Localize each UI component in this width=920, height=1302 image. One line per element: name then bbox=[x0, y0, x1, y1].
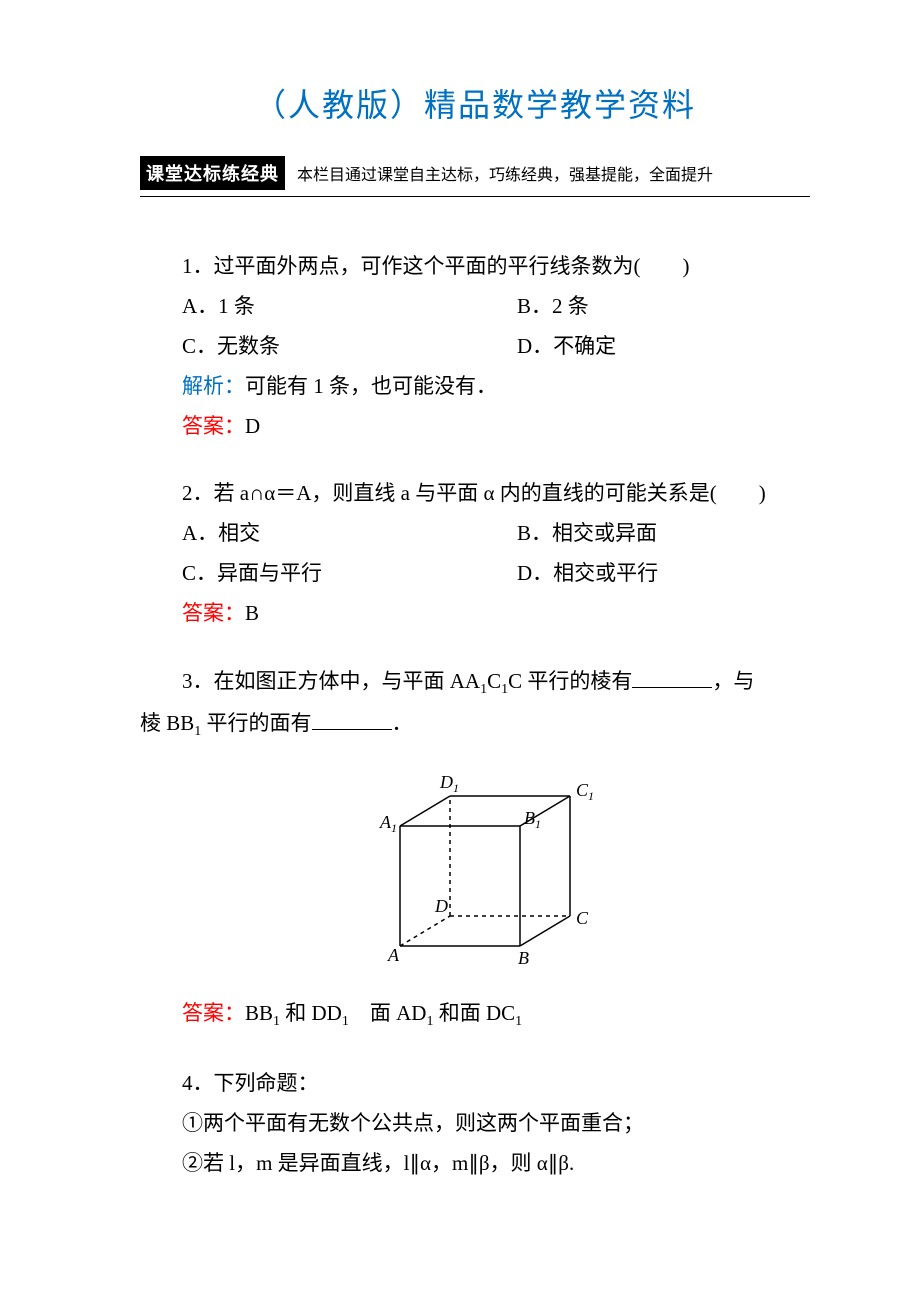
q1-option-c: C．无数条 bbox=[140, 327, 475, 367]
question-4: 4．下列命题： ①两个平面有无数个公共点，则这两个平面重合； ②若 l，m 是异… bbox=[140, 1064, 810, 1184]
banner-text: 本栏目通过课堂自主达标，巧练经典，强基提能，全面提升 bbox=[297, 161, 810, 185]
q4-item2: ②若 l，m 是异面直线，l∥α，m∥β，则 α∥β. bbox=[140, 1144, 810, 1184]
q2-option-c: C．异面与平行 bbox=[140, 554, 475, 594]
q1-option-b: B．2 条 bbox=[475, 287, 810, 327]
q1-answer: 答案：D bbox=[140, 407, 810, 447]
cube-label-B: B bbox=[518, 948, 529, 966]
answer-label: 答案： bbox=[182, 414, 245, 438]
q3-text: C 平行的棱有 bbox=[508, 669, 632, 693]
q3-stem-line1: 3．在如图正方体中，与平面 AA1C1C 平行的棱有，与 bbox=[140, 662, 810, 704]
q4-stem: 4．下列命题： bbox=[140, 1064, 810, 1104]
cube-label-A1: A1 bbox=[379, 812, 397, 835]
blank-fill bbox=[312, 709, 392, 730]
banner-label: 课堂达标练经典 bbox=[140, 156, 285, 190]
cube-svg: A B C D A1 B1 C1 D1 bbox=[340, 756, 610, 966]
q3-answer-text: 和面 DC bbox=[433, 1001, 515, 1025]
q3-text: 平行的面有 bbox=[201, 711, 311, 735]
question-1: 1．过平面外两点，可作这个平面的平行线条数为( ) A．1 条 B．2 条 C．… bbox=[140, 247, 810, 446]
q3-text: ，与 bbox=[712, 669, 754, 693]
answer-label: 答案： bbox=[182, 1001, 245, 1025]
q2-option-d: D．相交或平行 bbox=[475, 554, 810, 594]
q3-answer-text: BB bbox=[245, 1001, 273, 1025]
q1-stem: 1．过平面外两点，可作这个平面的平行线条数为( ) bbox=[140, 247, 810, 287]
cube-label-D: D bbox=[434, 896, 448, 916]
q3-text: 3．在如图正方体中，与平面 AA bbox=[182, 669, 480, 693]
subscript: 1 bbox=[342, 1015, 349, 1030]
q3-text: C bbox=[487, 669, 501, 693]
cube-figure: A B C D A1 B1 C1 D1 bbox=[140, 756, 810, 980]
q3-answer-text: 和 DD bbox=[280, 1001, 342, 1025]
cube-label-A: A bbox=[387, 945, 400, 965]
q2-option-a: A．相交 bbox=[140, 514, 475, 554]
page-title: （人教版）精品数学教学资料 bbox=[140, 80, 810, 126]
q2-answer-text: B bbox=[245, 601, 259, 625]
q3-answer-text: 面 AD bbox=[349, 1001, 427, 1025]
q3-text: ． bbox=[392, 711, 413, 735]
analysis-label: 解析： bbox=[182, 374, 245, 398]
q3-text: 棱 BB bbox=[140, 711, 194, 735]
subscript: 1 bbox=[273, 1015, 280, 1030]
q3-stem-line2: 棱 BB1 平行的面有． bbox=[140, 704, 810, 746]
q2-answer: 答案：B bbox=[140, 594, 810, 634]
cube-label-C1: C1 bbox=[576, 780, 594, 803]
q2-stem: 2．若 a∩α＝A，则直线 a 与平面 α 内的直线的可能关系是( ) bbox=[140, 474, 810, 514]
q1-answer-text: D bbox=[245, 414, 260, 438]
cube-label-B1: B1 bbox=[524, 808, 541, 831]
cube-label-C: C bbox=[576, 908, 589, 928]
question-2: 2．若 a∩α＝A，则直线 a 与平面 α 内的直线的可能关系是( ) A．相交… bbox=[140, 474, 810, 634]
q2-option-b: B．相交或异面 bbox=[475, 514, 810, 554]
subscript: 1 bbox=[515, 1015, 522, 1030]
q1-option-a: A．1 条 bbox=[140, 287, 475, 327]
cube-label-D1: D1 bbox=[439, 772, 459, 795]
blank-fill bbox=[632, 667, 712, 688]
q3-answer: 答案：BB1 和 DD1 面 AD1 和面 DC1 bbox=[140, 994, 810, 1036]
question-3: 3．在如图正方体中，与平面 AA1C1C 平行的棱有，与 棱 BB1 平行的面有… bbox=[140, 662, 810, 1036]
q1-analysis-text: 可能有 1 条，也可能没有． bbox=[245, 374, 497, 398]
section-banner: 课堂达标练经典 本栏目通过课堂自主达标，巧练经典，强基提能，全面提升 bbox=[140, 156, 810, 197]
q1-option-d: D．不确定 bbox=[475, 327, 810, 367]
q4-item1: ①两个平面有无数个公共点，则这两个平面重合； bbox=[140, 1104, 810, 1144]
q1-analysis: 解析：可能有 1 条，也可能没有． bbox=[140, 367, 810, 407]
answer-label: 答案： bbox=[182, 601, 245, 625]
